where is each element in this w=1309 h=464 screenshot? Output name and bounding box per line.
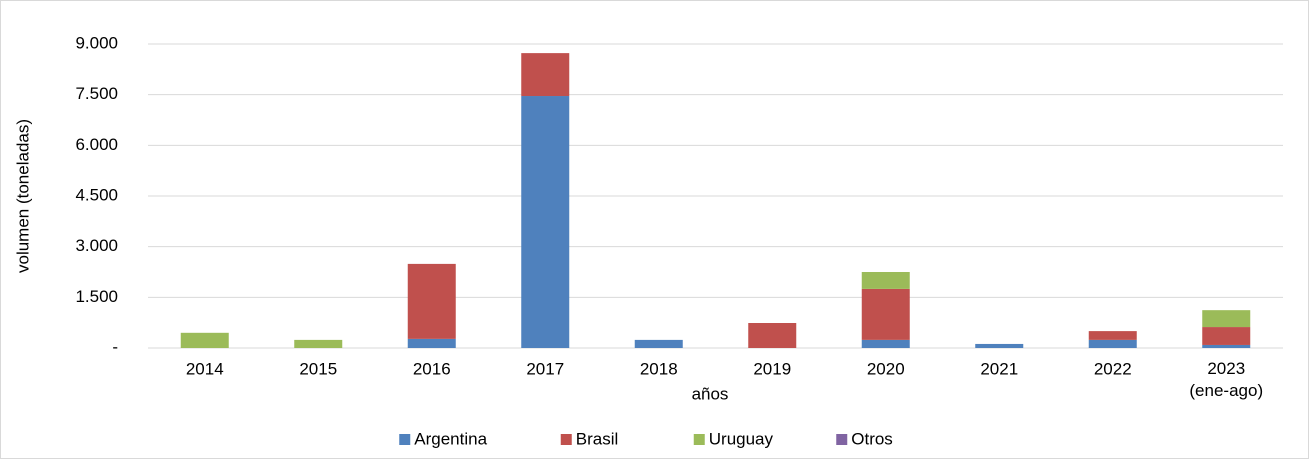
x-tick-label: 2014	[186, 359, 224, 378]
y-tick-label: 9.000	[75, 33, 118, 52]
bar-segment	[521, 53, 570, 97]
x-tick-label: 2023 (ene-ago)	[1189, 359, 1263, 400]
legend-swatch	[836, 434, 848, 445]
legend-label: Brasil	[576, 429, 619, 448]
x-tick-label: 2022	[1094, 359, 1132, 378]
legend-label: Otros	[851, 429, 893, 448]
x-tick-label: 2020	[867, 359, 905, 378]
legend-swatch	[560, 434, 572, 445]
y-tick-label: 1.500	[75, 287, 118, 306]
bar-segment	[1202, 310, 1251, 328]
bar-segment	[861, 288, 910, 340]
y-tick-label: 7.500	[75, 84, 118, 103]
bar-segment	[1202, 327, 1251, 345]
y-tick-label: 4.500	[75, 185, 118, 204]
x-axis-label: años	[692, 384, 729, 403]
x-tick-label: 2015	[299, 359, 337, 378]
bar-segment	[1202, 344, 1251, 348]
x-tick-label: 2017	[526, 359, 564, 378]
legend-label: Argentina	[414, 429, 487, 448]
bar-segment	[975, 343, 1024, 348]
legend-swatch	[399, 434, 411, 445]
y-tick-label: -	[112, 337, 118, 356]
legend-swatch	[693, 434, 705, 445]
x-tick-label: 2021	[980, 359, 1018, 378]
y-tick-label: 3.000	[75, 236, 118, 255]
bar-segment	[1088, 339, 1137, 348]
bar-segment	[180, 332, 229, 348]
bar-segment	[748, 323, 797, 348]
y-axis-label: volumen (toneladas)	[13, 119, 32, 273]
bar-segment	[861, 272, 910, 289]
bar-segment	[861, 339, 910, 348]
bar-segment	[1088, 331, 1137, 340]
bar-segment	[521, 96, 570, 348]
bar-segment	[407, 338, 456, 348]
y-tick-label: 6.000	[75, 135, 118, 154]
bar-segment	[407, 263, 456, 339]
x-tick-label: 2016	[413, 359, 451, 378]
legend-label: Uruguay	[709, 429, 774, 448]
x-tick-label: 2019	[753, 359, 791, 378]
bar-segment	[294, 339, 343, 348]
x-tick-label: 2018	[640, 359, 678, 378]
bar-segment	[634, 339, 683, 348]
